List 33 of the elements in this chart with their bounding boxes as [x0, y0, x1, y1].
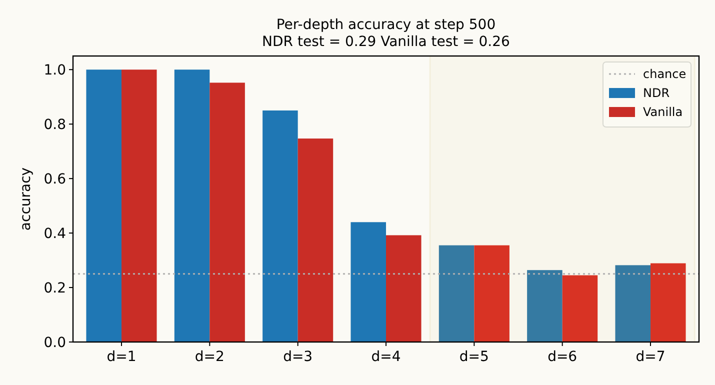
bar [615, 265, 651, 342]
bar [527, 270, 562, 342]
x-tick-label: d=5 [459, 349, 489, 365]
bar [350, 222, 386, 342]
y-tick-label: 1.0 [44, 62, 66, 79]
bar [121, 70, 157, 342]
y-tick-label: 0.8 [44, 116, 66, 133]
x-tick-label: d=1 [106, 349, 136, 365]
legend-label: Vanilla [643, 105, 683, 120]
x-tick-label: d=2 [194, 349, 224, 365]
bar [174, 70, 210, 342]
bar [262, 110, 298, 342]
bar [86, 70, 122, 342]
x-tick-label: d=7 [636, 349, 666, 365]
bar [562, 275, 598, 342]
x-tick-label: d=4 [371, 349, 401, 365]
legend-label: NDR [643, 86, 670, 100]
bar [298, 138, 334, 342]
y-tick-label: 0.2 [44, 280, 66, 296]
bar [210, 82, 245, 342]
bar [650, 263, 686, 342]
bar [438, 245, 474, 342]
legend-label: chance [643, 67, 686, 82]
y-tick-label: 0.0 [44, 334, 66, 351]
bar [474, 245, 510, 342]
x-tick-label: d=3 [283, 349, 313, 365]
chart-title: Per-depth accuracy at step 500 [276, 17, 496, 33]
y-tick-label: 0.4 [44, 226, 66, 242]
chart-subtitle: NDR test = 0.29 Vanilla test = 0.26 [262, 34, 510, 50]
x-tick-label: d=6 [548, 349, 578, 365]
bar [386, 235, 422, 342]
y-axis-title: accuracy [18, 167, 34, 231]
y-tick-label: 0.6 [44, 171, 66, 188]
